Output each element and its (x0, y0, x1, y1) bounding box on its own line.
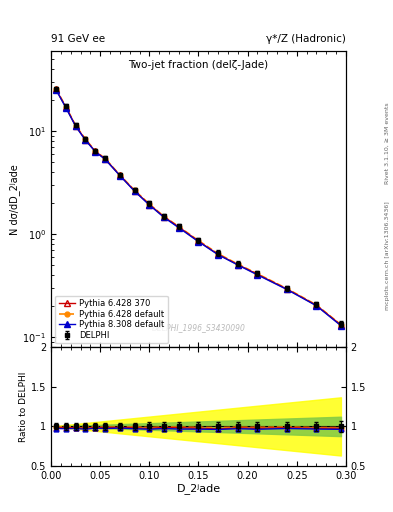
Pythia 8.308 default (83, 137, 88, 143)
Pythia 6.428 default (216, 250, 220, 257)
Y-axis label: Ratio to DELPHI: Ratio to DELPHI (19, 372, 28, 442)
Pythia 8.308 default (176, 225, 181, 231)
X-axis label: D_2ʲade: D_2ʲade (176, 483, 220, 495)
Pythia 8.308 default (132, 188, 137, 195)
Pythia 6.428 default (103, 156, 108, 162)
Pythia 8.308 default (285, 286, 289, 292)
Pythia 6.428 370 (118, 172, 122, 178)
Pythia 8.308 default (53, 87, 59, 93)
Pythia 6.428 370 (314, 302, 319, 308)
Pythia 6.428 default (162, 214, 167, 220)
Pythia 6.428 370 (103, 156, 108, 162)
Pythia 8.308 default (73, 123, 78, 130)
Text: DELPHI_1996_S3430090: DELPHI_1996_S3430090 (152, 324, 245, 333)
Text: 91 GeV ee: 91 GeV ee (51, 33, 105, 44)
Pythia 8.308 default (196, 239, 201, 245)
Pythia 8.308 default (162, 215, 167, 221)
Pythia 8.308 default (147, 202, 152, 208)
Text: γ*/Z (Hadronic): γ*/Z (Hadronic) (266, 33, 346, 44)
Pythia 8.308 default (216, 252, 220, 258)
Pythia 6.428 370 (147, 201, 152, 207)
Pythia 6.428 default (235, 261, 240, 267)
Pythia 6.428 370 (235, 262, 240, 268)
Y-axis label: N dσ/dD_2ʲade: N dσ/dD_2ʲade (9, 164, 20, 234)
Pythia 6.428 default (73, 122, 78, 129)
Pythia 6.428 370 (83, 137, 88, 143)
Pythia 6.428 370 (339, 322, 343, 328)
Pythia 8.308 default (339, 323, 343, 329)
Pythia 6.428 370 (285, 286, 289, 292)
Pythia 6.428 370 (64, 104, 68, 110)
Pythia 6.428 default (147, 201, 152, 207)
Pythia 6.428 default (132, 187, 137, 194)
Pythia 6.428 370 (216, 251, 220, 258)
Pythia 6.428 default (64, 103, 68, 110)
Pythia 6.428 default (118, 172, 122, 178)
Pythia 8.308 default (64, 104, 68, 111)
Line: Pythia 8.308 default: Pythia 8.308 default (53, 87, 344, 329)
Pythia 6.428 default (176, 224, 181, 230)
Legend: Pythia 6.428 370, Pythia 6.428 default, Pythia 8.308 default, DELPHI: Pythia 6.428 370, Pythia 6.428 default, … (55, 295, 168, 343)
Text: mcplots.cern.ch [arXiv:1306.3436]: mcplots.cern.ch [arXiv:1306.3436] (385, 202, 390, 310)
Pythia 6.428 default (285, 286, 289, 292)
Pythia 8.308 default (118, 173, 122, 179)
Pythia 6.428 default (83, 136, 88, 142)
Pythia 6.428 370 (93, 148, 98, 155)
Pythia 8.308 default (103, 156, 108, 162)
Pythia 6.428 default (255, 271, 260, 277)
Pythia 8.308 default (255, 272, 260, 278)
Line: Pythia 6.428 default: Pythia 6.428 default (53, 87, 343, 327)
Pythia 6.428 370 (176, 224, 181, 230)
Pythia 6.428 default (93, 148, 98, 154)
Pythia 6.428 370 (53, 87, 59, 93)
Pythia 6.428 370 (132, 188, 137, 194)
Pythia 6.428 370 (162, 214, 167, 220)
Pythia 8.308 default (314, 303, 319, 309)
Pythia 8.308 default (235, 262, 240, 268)
Pythia 6.428 370 (255, 271, 260, 278)
Pythia 6.428 default (53, 86, 59, 92)
Pythia 6.428 default (339, 322, 343, 328)
Pythia 6.428 default (314, 302, 319, 308)
Line: Pythia 6.428 370: Pythia 6.428 370 (53, 87, 344, 328)
Pythia 8.308 default (93, 148, 98, 155)
Pythia 6.428 370 (196, 238, 201, 244)
Pythia 6.428 default (196, 238, 201, 244)
Text: Rivet 3.1.10, ≥ 3M events: Rivet 3.1.10, ≥ 3M events (385, 102, 390, 184)
Text: Two-jet fraction (delζ-Jade): Two-jet fraction (delζ-Jade) (129, 60, 268, 70)
Pythia 6.428 370 (73, 123, 78, 129)
